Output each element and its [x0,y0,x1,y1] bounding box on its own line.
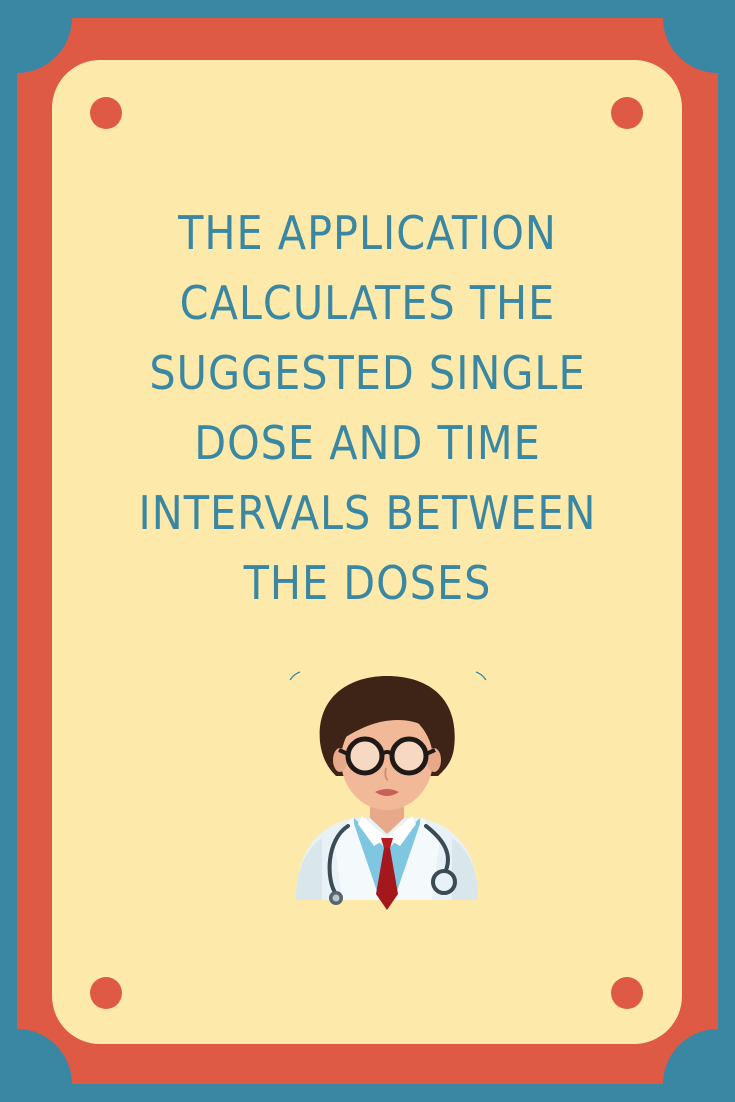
corner-dot-top-right [611,97,643,129]
headline-line-4: DOSE AND TIME [194,416,541,470]
headline-line-3: SUGGESTED SINGLE [149,346,586,400]
corner-dot-bottom-left [90,977,122,1009]
corner-dot-bottom-right [611,977,643,1009]
headline-line-1: THE APPLICATION [178,206,557,260]
card-panel [52,60,682,1044]
headline-line-5: INTERVALS BETWEEN [138,486,597,540]
headline: THE APPLICATION CALCULATES THE SUGGESTED… [60,198,675,618]
headline-line-2: CALCULATES THE [179,276,556,330]
headline-line-6: THE DOSES [243,556,492,610]
corner-dot-top-left [90,97,122,129]
doctor-icon [289,671,487,910]
